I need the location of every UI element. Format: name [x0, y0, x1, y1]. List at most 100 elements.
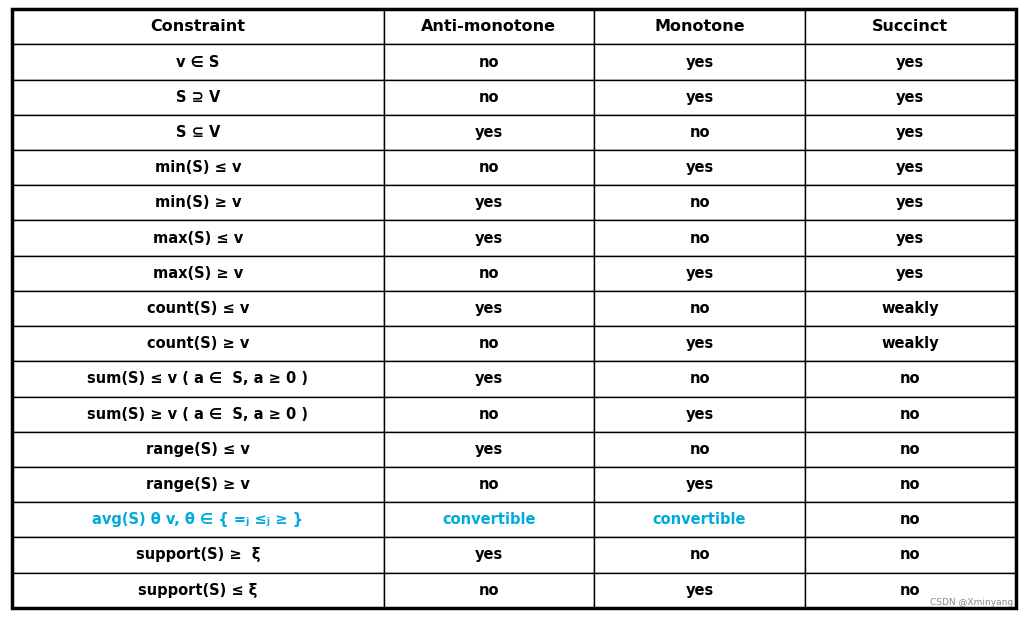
- Text: yes: yes: [475, 231, 503, 246]
- Bar: [594, 537, 805, 573]
- Bar: [594, 467, 805, 502]
- Bar: [594, 573, 805, 608]
- Bar: [805, 44, 1016, 80]
- Text: no: no: [479, 407, 500, 421]
- Bar: [805, 115, 1016, 150]
- Bar: [12, 326, 383, 362]
- Bar: [383, 326, 594, 362]
- Bar: [383, 9, 594, 44]
- Bar: [383, 502, 594, 537]
- Text: yes: yes: [896, 196, 924, 210]
- Bar: [12, 185, 383, 220]
- Text: no: no: [901, 512, 920, 528]
- Text: yes: yes: [896, 231, 924, 246]
- Text: support(S) ≥  ξ: support(S) ≥ ξ: [136, 547, 260, 563]
- Text: no: no: [479, 54, 500, 70]
- Text: yes: yes: [686, 54, 713, 70]
- Bar: [805, 255, 1016, 291]
- Text: convertible: convertible: [653, 512, 746, 528]
- Bar: [12, 220, 383, 255]
- Bar: [12, 150, 383, 185]
- Bar: [805, 291, 1016, 326]
- Text: yes: yes: [896, 125, 924, 140]
- Text: Anti-monotone: Anti-monotone: [421, 19, 556, 35]
- Text: yes: yes: [475, 442, 503, 457]
- Text: yes: yes: [896, 89, 924, 105]
- Bar: [383, 185, 594, 220]
- Bar: [805, 397, 1016, 432]
- Text: yes: yes: [475, 371, 503, 386]
- Bar: [594, 44, 805, 80]
- Text: convertible: convertible: [442, 512, 536, 528]
- Bar: [594, 291, 805, 326]
- Text: CSDN @Xminyang: CSDN @Xminyang: [930, 597, 1014, 607]
- Bar: [12, 115, 383, 150]
- Bar: [12, 467, 383, 502]
- Bar: [805, 326, 1016, 362]
- Text: no: no: [901, 407, 920, 421]
- Bar: [383, 80, 594, 115]
- Bar: [805, 362, 1016, 397]
- Bar: [805, 9, 1016, 44]
- Text: yes: yes: [475, 196, 503, 210]
- Bar: [805, 150, 1016, 185]
- Text: Succinct: Succinct: [872, 19, 949, 35]
- Bar: [383, 255, 594, 291]
- Text: yes: yes: [896, 54, 924, 70]
- Bar: [12, 362, 383, 397]
- Bar: [12, 44, 383, 80]
- Text: yes: yes: [686, 582, 713, 598]
- Bar: [805, 502, 1016, 537]
- Text: no: no: [901, 547, 920, 563]
- Bar: [12, 9, 383, 44]
- Text: support(S) ≤ ξ: support(S) ≤ ξ: [138, 582, 258, 598]
- Bar: [12, 291, 383, 326]
- Bar: [383, 432, 594, 467]
- Text: sum(S) ≥ v ( a ∈  S, a ≥ 0 ): sum(S) ≥ v ( a ∈ S, a ≥ 0 ): [87, 407, 308, 421]
- Bar: [383, 537, 594, 573]
- Text: no: no: [901, 371, 920, 386]
- Bar: [805, 432, 1016, 467]
- Text: v ∈ S: v ∈ S: [176, 54, 220, 70]
- Text: yes: yes: [686, 477, 713, 492]
- Text: range(S) ≥ v: range(S) ≥ v: [146, 477, 250, 492]
- Bar: [594, 9, 805, 44]
- Bar: [805, 573, 1016, 608]
- Text: no: no: [690, 442, 710, 457]
- Bar: [12, 432, 383, 467]
- Bar: [383, 220, 594, 255]
- Bar: [805, 467, 1016, 502]
- Text: Constraint: Constraint: [150, 19, 246, 35]
- Text: weakly: weakly: [881, 336, 940, 351]
- Text: weakly: weakly: [881, 301, 940, 316]
- Bar: [594, 220, 805, 255]
- Text: S ⊆ V: S ⊆ V: [176, 125, 220, 140]
- Text: no: no: [690, 196, 710, 210]
- Text: min(S) ≤ v: min(S) ≤ v: [154, 160, 242, 175]
- Text: yes: yes: [686, 89, 713, 105]
- Text: yes: yes: [686, 336, 713, 351]
- Text: no: no: [690, 301, 710, 316]
- Text: yes: yes: [475, 125, 503, 140]
- Bar: [12, 397, 383, 432]
- Bar: [383, 397, 594, 432]
- Text: avg(S) θ v, θ ∈ { =ⱼ ≤ⱼ ≥ }: avg(S) θ v, θ ∈ { =ⱼ ≤ⱼ ≥ }: [93, 512, 303, 528]
- Bar: [594, 150, 805, 185]
- Text: no: no: [479, 582, 500, 598]
- Text: no: no: [479, 477, 500, 492]
- Text: no: no: [901, 582, 920, 598]
- Bar: [594, 255, 805, 291]
- Text: yes: yes: [686, 266, 713, 281]
- Bar: [594, 362, 805, 397]
- Bar: [805, 220, 1016, 255]
- Bar: [12, 502, 383, 537]
- Text: no: no: [690, 125, 710, 140]
- Text: range(S) ≤ v: range(S) ≤ v: [146, 442, 250, 457]
- Text: no: no: [479, 266, 500, 281]
- Text: no: no: [690, 547, 710, 563]
- Bar: [805, 80, 1016, 115]
- Bar: [383, 115, 594, 150]
- Bar: [805, 185, 1016, 220]
- Bar: [594, 80, 805, 115]
- Text: yes: yes: [896, 266, 924, 281]
